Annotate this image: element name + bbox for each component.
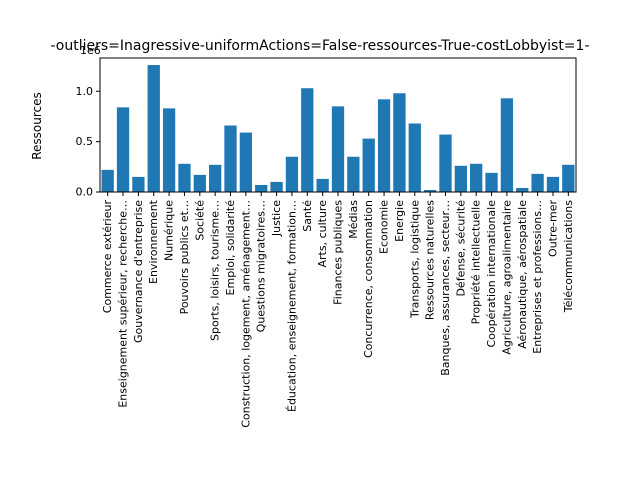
bar-27 (516, 187, 529, 192)
x-tick-label-24: Propriété intellectuelle (470, 200, 483, 325)
x-tick-label-28: Entreprises et professions… (531, 200, 544, 354)
x-tick-label-5: Pouvoirs publics et… (178, 200, 191, 314)
bar-3 (147, 65, 160, 192)
x-tick-label-12: Éducation, enseignement, formation… (285, 200, 298, 412)
bar-5 (178, 163, 191, 192)
x-tick-label-7: Sports, loisirs, tourisme… (209, 200, 222, 341)
x-tick-label-18: Economie (378, 200, 391, 254)
bar-9 (239, 132, 253, 192)
bar-28 (531, 173, 544, 192)
chart-title: -outliers=Inagressive-uniformActions=Fal… (51, 38, 590, 54)
x-tick-label-19: Energie (393, 200, 406, 242)
y-axis-offset-label: 1e6 (80, 44, 101, 57)
y-tick-label-2: 1.0 (76, 85, 94, 98)
bar-10 (255, 184, 268, 192)
x-tick-label-29: Outre-mer (546, 200, 559, 257)
x-tick-label-15: Finances publiques (332, 200, 345, 305)
bar-23 (454, 165, 467, 192)
x-tick-label-8: Emploi, solidarité (224, 200, 237, 296)
x-tick-label-13: Santé (301, 200, 314, 232)
x-tick-label-23: Défense, sécurité (454, 200, 467, 297)
bar-13 (301, 88, 314, 192)
bar-12 (285, 156, 299, 192)
bar-26 (500, 98, 514, 192)
bar-16 (347, 156, 360, 192)
x-tick-label-0: Commerce extérieur (101, 200, 114, 314)
x-tick-label-17: Concurrence, consommation (362, 200, 375, 358)
x-tick-label-16: Médias (347, 200, 360, 239)
x-tick-label-6: Société (193, 200, 206, 241)
y-axis-label: Ressources (30, 92, 44, 160)
bar-25 (485, 172, 498, 192)
x-tick-label-21: Ressources naturelles (424, 200, 437, 320)
bar-19 (393, 93, 406, 192)
x-tick-label-25: Coopération internationale (485, 200, 498, 348)
y-tick-label-0: 0.0 (76, 186, 94, 199)
bar-22 (439, 134, 452, 192)
bar-6 (193, 174, 206, 192)
bar-0 (101, 169, 114, 192)
bar-21 (423, 189, 437, 192)
x-tick-label-27: Aéronautique, aérospatiale (516, 200, 529, 349)
x-tick-label-14: Arts, culture (316, 200, 329, 268)
x-tick-label-30: Télécommunications (562, 200, 575, 314)
bar-15 (331, 106, 345, 192)
bar-14 (316, 178, 329, 192)
bar-7 (209, 164, 222, 192)
bar-18 (377, 99, 391, 192)
x-tick-label-20: Transports, logistique (408, 200, 421, 319)
x-tick-label-26: Agriculture, agroalimentaire (500, 200, 513, 355)
bar-2 (132, 176, 145, 192)
bar-20 (408, 123, 421, 192)
x-tick-label-22: Banques, assurances, secteur… (439, 200, 452, 376)
bar-8 (224, 125, 237, 192)
bar-17 (362, 138, 375, 192)
y-ticks-group: 0.0 0.5 1.0 (76, 85, 100, 199)
plot-frame (99, 57, 577, 193)
x-ticks-group: Commerce extérieur Enseignement supérieur… (101, 192, 575, 428)
bars-group (101, 65, 575, 192)
x-tick-label-9: Construction, logement, aménagement… (239, 200, 252, 428)
bar-24 (470, 163, 483, 192)
x-tick-label-1: Enseignement supérieur, recherche… (117, 200, 130, 408)
x-tick-label-10: Questions migratoires… (255, 200, 268, 332)
x-tick-label-11: Justice (270, 200, 283, 237)
bar-30 (562, 164, 575, 192)
y-tick-label-1: 0.5 (76, 135, 94, 148)
x-tick-label-3: Environnement (147, 199, 160, 284)
x-tick-label-2: Gouvernance d'entreprise (132, 200, 145, 343)
bar-29 (546, 176, 560, 192)
bar-11 (270, 181, 283, 192)
bar-1 (116, 107, 130, 192)
x-tick-label-4: Numérique (163, 200, 176, 261)
bar-4 (162, 108, 176, 192)
